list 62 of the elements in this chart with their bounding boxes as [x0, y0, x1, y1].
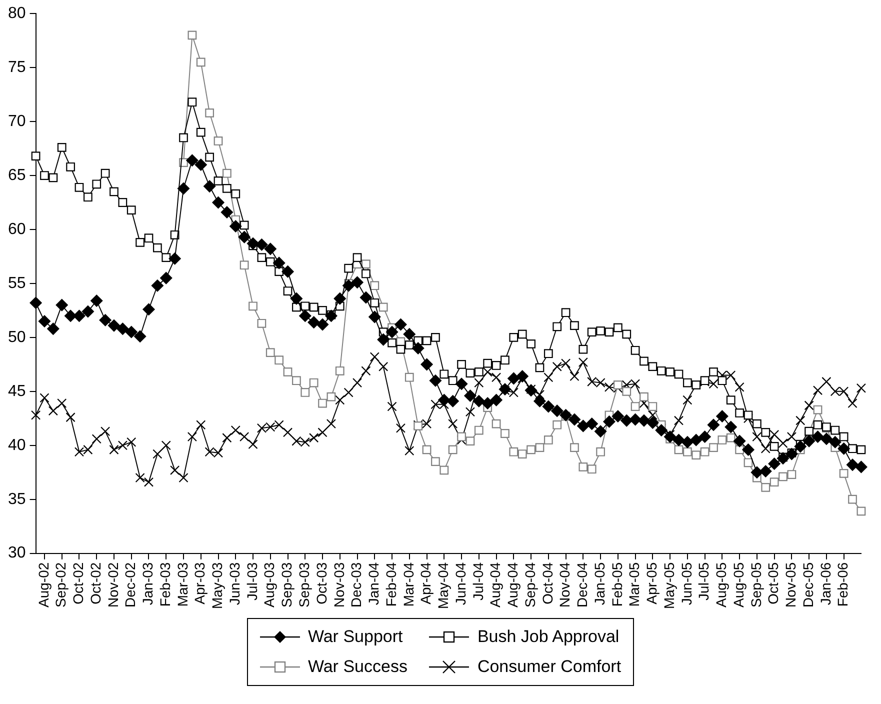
y-tick-label: 30 — [8, 544, 26, 562]
x-tick-label: Oct-03 — [313, 562, 330, 604]
x-tick-label: Jul-05 — [696, 562, 712, 600]
x-tick-label: Jan-06 — [817, 562, 834, 606]
x-tick-label: Oct-02 — [87, 562, 104, 604]
x-tick-label: Jun-05 — [678, 562, 694, 606]
x-tick-label: Apr-03 — [192, 562, 208, 604]
x-tick-label: Apr-04 — [418, 562, 434, 604]
x-tick-label: Feb-03 — [156, 562, 173, 607]
x-tick-label: Jun-03 — [226, 562, 242, 606]
x-tick-label: Sep-03 — [278, 562, 295, 608]
x-tick-label: Oct-04 — [539, 562, 556, 604]
x-tick-label: Dec-02 — [122, 562, 138, 608]
x-tick-label: Dec-03 — [348, 562, 364, 608]
x-tick-label: Sep-03 — [296, 562, 312, 608]
y-tick-label: 65 — [8, 166, 26, 184]
x-tick-label: Feb-04 — [382, 562, 399, 607]
x-tick-label: Nov-05 — [782, 562, 799, 608]
legend-label: Bush Job Approval — [477, 627, 620, 647]
y-tick-label: 45 — [8, 382, 26, 400]
legend-label: War Success — [308, 657, 408, 677]
y-tick-label: 35 — [8, 490, 26, 508]
x-tick-label: Aug-04 — [487, 562, 504, 608]
x-tick-label: Sep-02 — [52, 562, 69, 608]
x-tick-label: Dec-05 — [800, 562, 816, 608]
y-tick-label: 60 — [8, 220, 26, 238]
x-tick-label: May-05 — [660, 562, 677, 610]
x-tick-label: Jul-03 — [244, 562, 260, 600]
x-tick-label: Nov-02 — [104, 562, 121, 608]
x-tick-label: Apr-05 — [644, 562, 660, 604]
y-tick-label: 55 — [8, 274, 26, 292]
x-tick-label: Aug-02 — [35, 562, 52, 608]
x-tick-label: May-03 — [209, 562, 226, 610]
x-tick-label: Sep-04 — [522, 562, 538, 608]
x-tick-label: Sep-05 — [748, 562, 764, 608]
x-tick-label: Jan-04 — [366, 562, 382, 606]
x-tick-label: Oct-05 — [765, 562, 782, 604]
y-tick-label: 50 — [8, 328, 26, 346]
x-tick-label: Aug-03 — [261, 562, 278, 608]
x-tick-label: Nov-03 — [330, 562, 347, 608]
x-tick-label: Aug-05 — [713, 562, 730, 608]
x-tick-label: Jan-03 — [140, 562, 156, 606]
y-tick-label: 80 — [8, 5, 26, 22]
x-tick-label: Jan-05 — [591, 562, 608, 606]
x-tick-label: May-04 — [435, 562, 452, 610]
legend-label: War Support — [308, 627, 403, 647]
x-tick-label: Dec-04 — [574, 562, 590, 608]
x-tick-label: Jul-04 — [470, 562, 486, 600]
x-tick-label: Aug-05 — [730, 562, 746, 608]
x-tick-label: Mar-05 — [626, 562, 642, 607]
x-tick-label: Feb-06 — [834, 562, 851, 607]
y-tick-label: 40 — [8, 436, 26, 454]
y-tick-label: 70 — [8, 112, 26, 130]
x-tick-label: Jun-04 — [452, 562, 468, 606]
x-tick-label: Aug-04 — [504, 562, 521, 608]
x-tick-label: Mar-03 — [174, 562, 190, 607]
y-tick-label: 75 — [8, 58, 26, 76]
x-tick-label: Oct-02 — [70, 562, 86, 604]
x-tick-label: Feb-05 — [608, 562, 625, 607]
x-tick-label: Nov-04 — [556, 562, 573, 608]
legend-label: Consumer Comfort — [477, 657, 622, 677]
x-tick-label: Mar-04 — [400, 562, 416, 607]
